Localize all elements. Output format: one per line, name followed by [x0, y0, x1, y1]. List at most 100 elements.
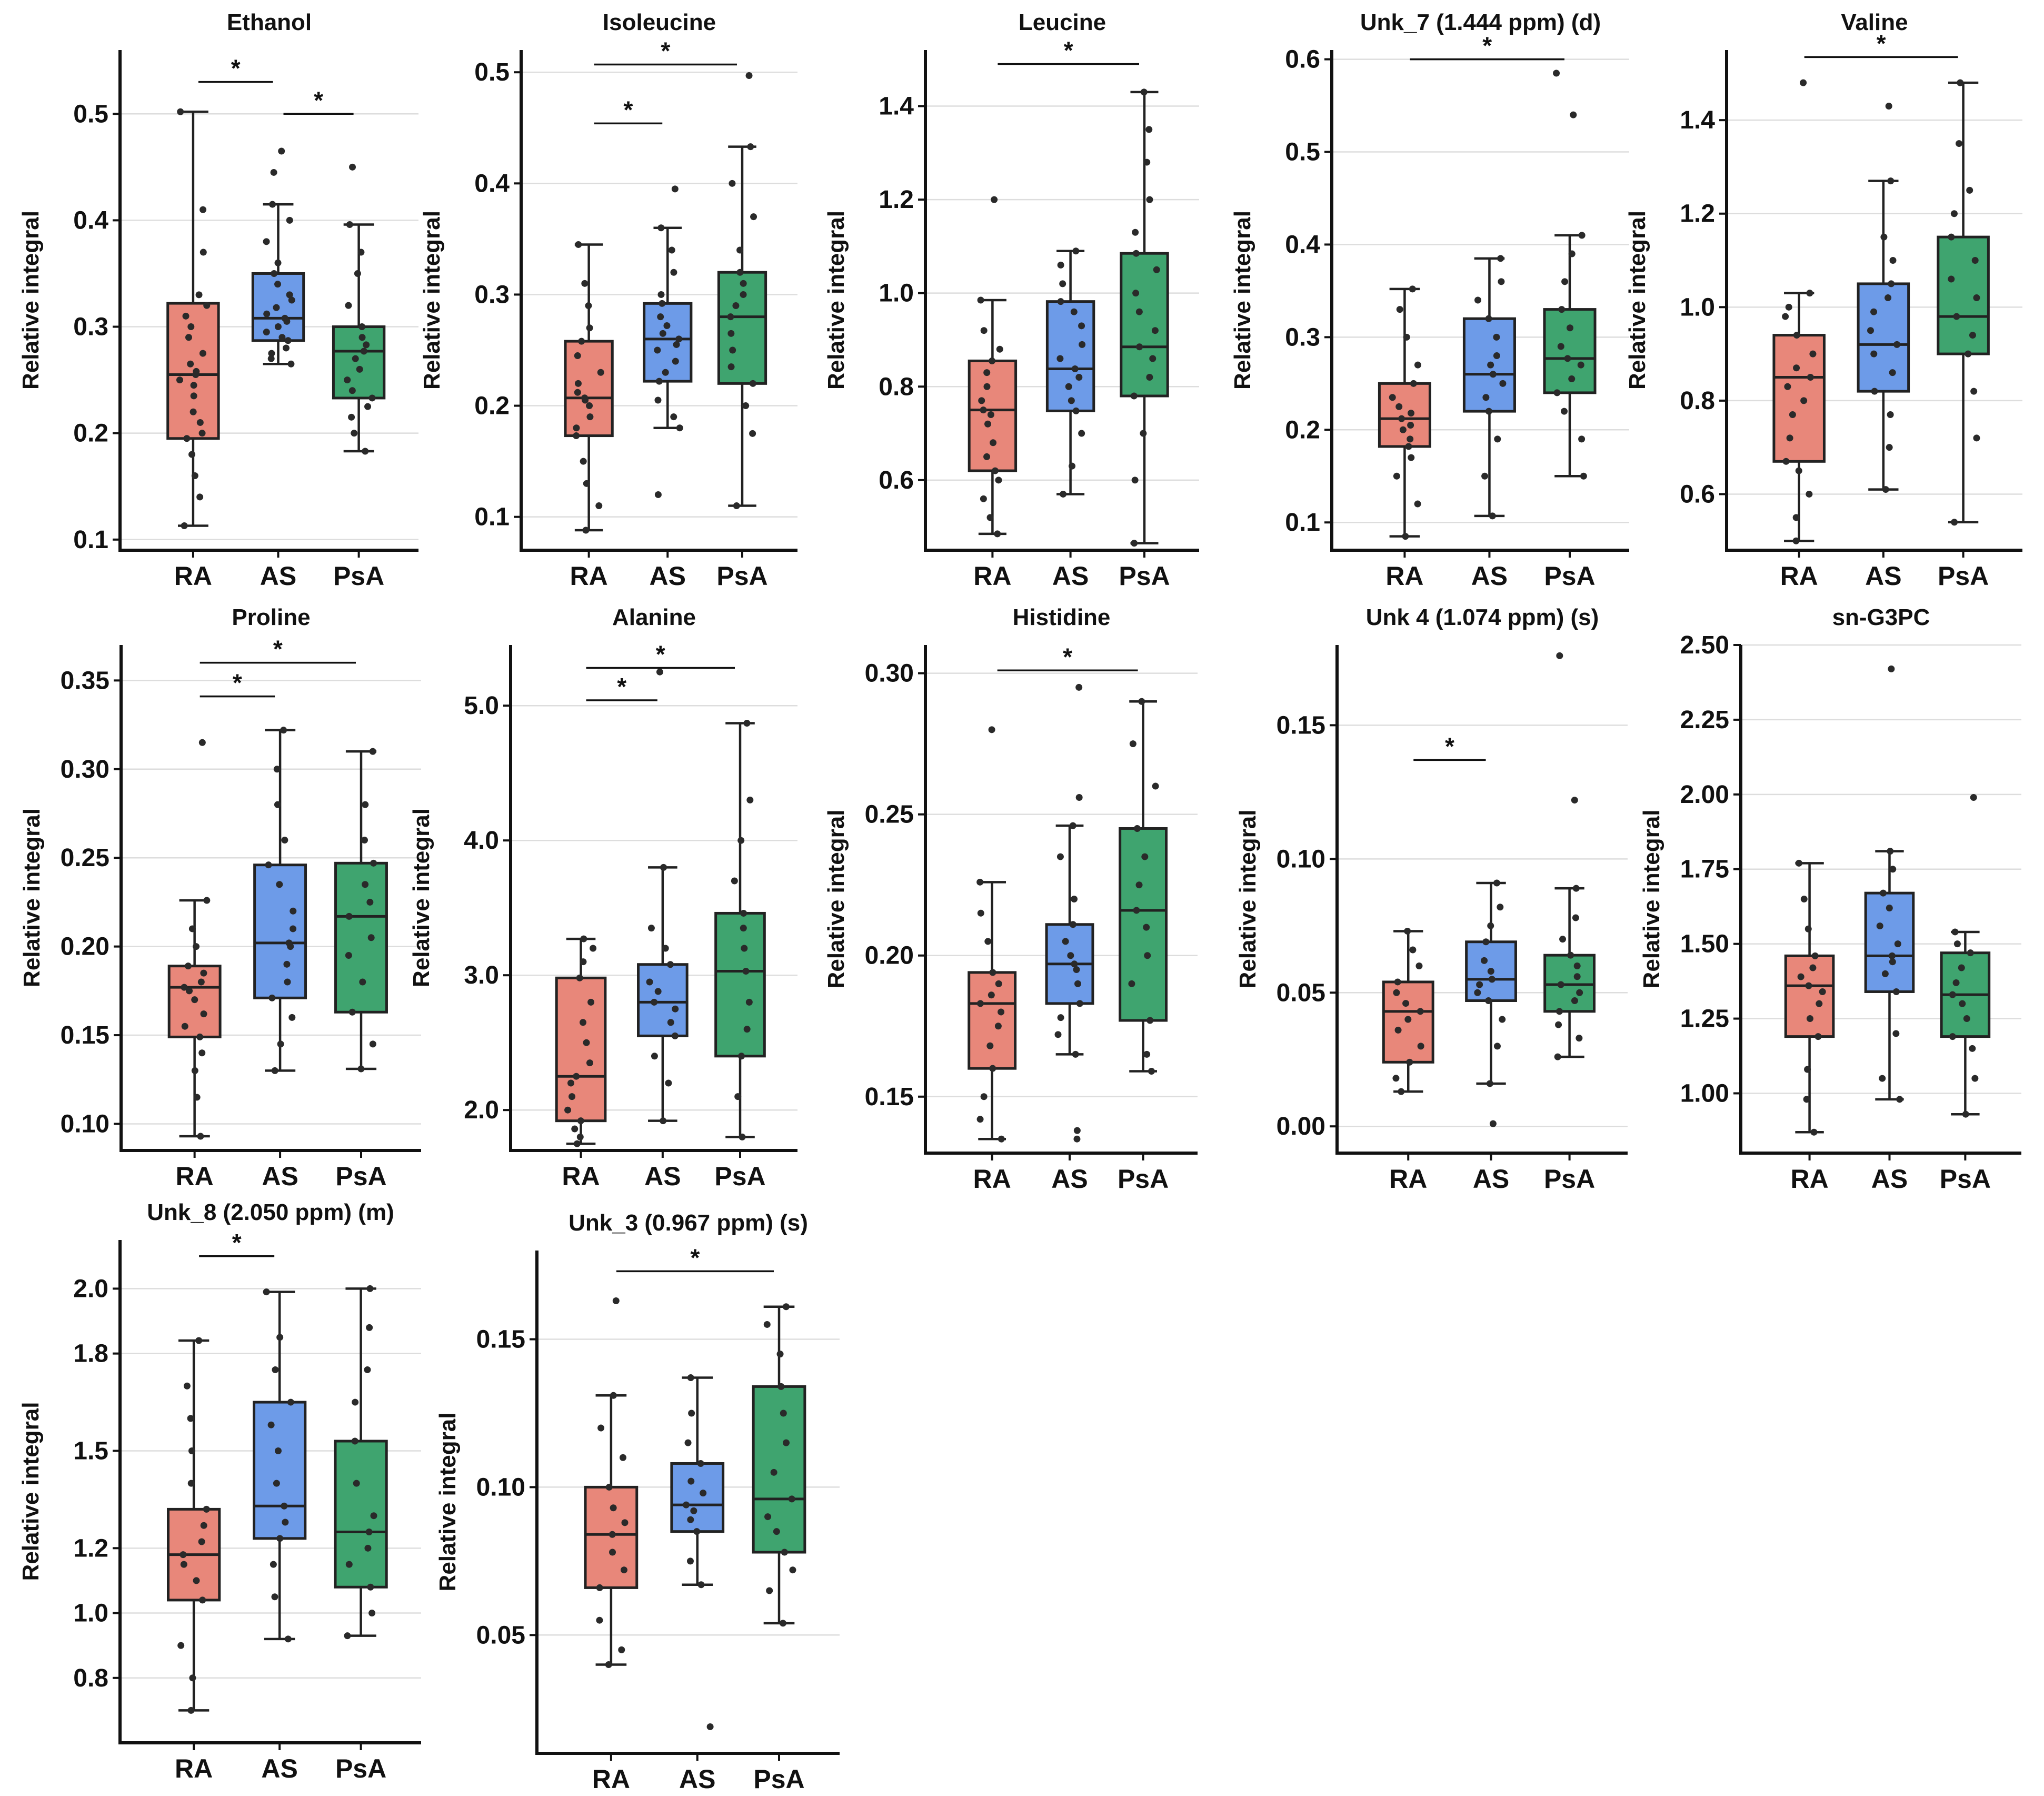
data-point	[578, 338, 585, 345]
data-point	[983, 453, 991, 460]
data-point	[1948, 233, 1955, 241]
data-point	[659, 300, 666, 307]
data-point	[734, 1093, 742, 1100]
data-point	[366, 1324, 373, 1331]
data-point	[987, 411, 994, 419]
data-point	[1792, 514, 1800, 521]
data-point	[1493, 879, 1500, 887]
x-tick-label: PsA	[716, 561, 767, 591]
data-point	[1577, 361, 1584, 369]
data-point	[590, 945, 597, 952]
data-point	[1415, 962, 1423, 969]
data-point	[1819, 988, 1826, 995]
data-point	[647, 925, 655, 932]
data-point	[740, 291, 747, 298]
data-point	[177, 1642, 185, 1649]
data-point	[1135, 881, 1143, 889]
data-point	[353, 1480, 360, 1487]
box-as	[643, 302, 693, 383]
data-point	[1973, 434, 1980, 442]
data-point	[1494, 435, 1501, 443]
data-point	[567, 1079, 574, 1087]
data-point	[1881, 970, 1889, 977]
x-tick-label: PsA	[333, 561, 384, 591]
data-point	[1062, 938, 1069, 945]
data-point	[1071, 896, 1078, 902]
y-axis-label: Relative integral	[1624, 211, 1650, 390]
data-point	[663, 322, 671, 330]
y-tick-label: 0.1	[1285, 509, 1320, 537]
box-ra	[968, 971, 1017, 1070]
data-point	[1143, 924, 1150, 931]
data-point	[1871, 388, 1878, 395]
data-point	[1132, 250, 1140, 257]
data-point	[1129, 740, 1136, 748]
y-axis-label: Relative integral	[823, 810, 849, 989]
y-axis-label: Relative integral	[19, 808, 45, 987]
data-point	[1389, 394, 1396, 401]
data-point	[1497, 255, 1504, 262]
data-point	[195, 1337, 203, 1344]
panel-title: Unk_8 (2.050 ppm) (m)	[147, 1199, 394, 1225]
significance-star: *	[1445, 732, 1454, 760]
data-point	[770, 1468, 777, 1476]
box-as	[1045, 300, 1095, 412]
panel-title: Alanine	[612, 604, 696, 630]
data-point	[736, 246, 744, 254]
y-tick-label: 1.0	[1680, 293, 1715, 321]
data-point	[1785, 303, 1792, 311]
y-tick-label: 0.2	[73, 420, 108, 448]
panel-10: 0.8 1.0 1.2 1.5 1.8 2.0 * RA AS PsA Unk_8 (2.050 p…	[18, 1199, 421, 1783]
panel-title: Valine	[1841, 9, 1908, 35]
data-point	[738, 1053, 745, 1060]
data-point	[1410, 380, 1417, 387]
data-point	[657, 291, 665, 298]
data-point	[1557, 981, 1564, 988]
data-point	[1885, 294, 1892, 302]
data-point	[1414, 361, 1421, 369]
data-point	[1493, 352, 1500, 360]
data-point	[654, 491, 662, 498]
y-tick-label: 1.25	[1680, 1005, 1729, 1033]
data-point	[732, 302, 740, 310]
data-point	[1070, 308, 1078, 315]
data-point	[1576, 1035, 1583, 1042]
data-point	[1493, 1043, 1501, 1050]
data-point	[742, 402, 750, 410]
data-point	[191, 472, 198, 480]
data-point	[276, 1334, 284, 1341]
data-point	[654, 346, 661, 354]
y-tick-label: 0.1	[73, 526, 108, 554]
data-point	[1146, 1017, 1154, 1024]
y-axis-label: Relative integral	[1230, 211, 1255, 390]
data-point	[577, 1117, 584, 1125]
x-tick-label: AS	[261, 1754, 297, 1783]
y-tick-label: 1.0	[879, 280, 914, 307]
data-point	[1404, 1016, 1412, 1023]
data-point	[348, 387, 356, 394]
data-point	[986, 1042, 994, 1049]
panel-title: Leucine	[1019, 9, 1106, 35]
data-point	[1572, 885, 1580, 892]
data-point	[1795, 467, 1802, 474]
data-point	[1073, 1135, 1081, 1143]
box-psa	[334, 861, 388, 1014]
significance-star: *	[233, 669, 242, 697]
data-point	[369, 1040, 376, 1048]
data-point	[977, 296, 984, 304]
y-tick-label: 0.30	[865, 660, 914, 688]
data-point	[1963, 1015, 1970, 1023]
data-point	[177, 108, 184, 115]
significance-star: *	[273, 636, 283, 663]
x-tick-label: AS	[1052, 561, 1089, 591]
data-point	[281, 314, 288, 322]
data-point	[271, 1593, 278, 1601]
data-point	[782, 1303, 790, 1311]
data-point	[788, 1495, 795, 1503]
data-point	[610, 1392, 617, 1399]
data-point	[743, 1026, 751, 1033]
y-tick-label: 0.1	[474, 503, 510, 531]
data-point	[737, 837, 745, 844]
data-point	[276, 881, 283, 888]
y-tick-label: 1.00	[1680, 1079, 1729, 1107]
